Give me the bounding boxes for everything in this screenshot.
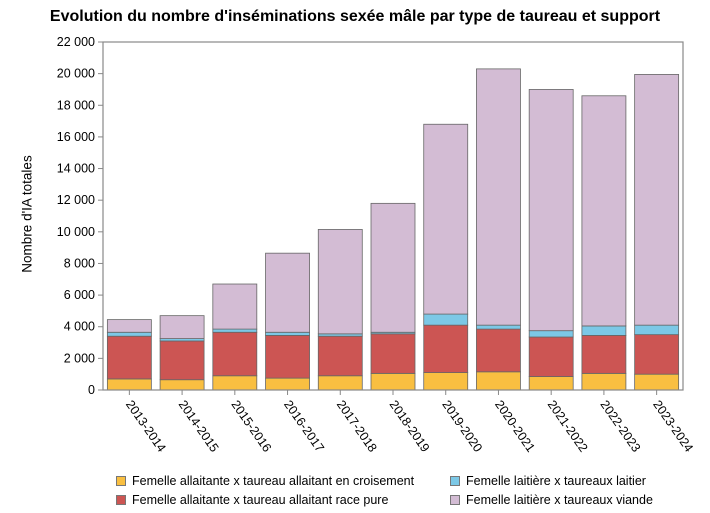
legend-label-viande: Femelle laitière x taureaux viande xyxy=(466,493,653,507)
bar-segment-0 xyxy=(581,372,627,391)
legend-swatch-laitier xyxy=(450,476,460,486)
x-tick-label: 2021-2022 xyxy=(545,398,591,455)
bar-segment-2 xyxy=(634,324,680,336)
bars-layer xyxy=(106,68,680,391)
bar-segment-3 xyxy=(581,95,627,327)
bar-segment-2 xyxy=(476,324,521,330)
bar-segment-1 xyxy=(265,335,310,379)
bar-segment-1 xyxy=(212,331,258,377)
bar-segment-2 xyxy=(528,330,574,338)
y-tick-label: 14 000 xyxy=(57,162,95,176)
x-tick-label: 2016-2017 xyxy=(281,398,327,455)
bar-segment-0 xyxy=(370,372,416,391)
y-tick-label: 22 000 xyxy=(57,35,95,49)
bar-segment-0 xyxy=(265,377,310,391)
bar-segment-3 xyxy=(476,68,521,326)
y-tick-label: 8 000 xyxy=(64,256,95,270)
bar-segment-1 xyxy=(159,340,205,381)
bar-segment-3 xyxy=(528,89,574,332)
bar-segment-0 xyxy=(106,378,152,391)
y-tick-label: 20 000 xyxy=(57,67,95,81)
legend-item-viande: Femelle laitière x taureaux viande xyxy=(450,493,653,507)
bar-segment-1 xyxy=(581,335,627,374)
bar-segment-2 xyxy=(581,325,627,336)
bar-segment-3 xyxy=(212,283,258,330)
bar-segment-0 xyxy=(212,375,258,391)
y-tick-label: 16 000 xyxy=(57,130,95,144)
bar-segment-1 xyxy=(317,335,363,377)
bar-segment-3 xyxy=(370,202,416,333)
bar-segment-3 xyxy=(423,123,469,315)
bar-segment-0 xyxy=(317,375,363,391)
legend-swatch-race-pure xyxy=(116,495,126,505)
bar-segment-1 xyxy=(370,333,416,374)
x-tick-label: 2018-2019 xyxy=(387,398,433,455)
x-tick-label: 2020-2021 xyxy=(492,398,538,455)
x-tick-label: 2019-2020 xyxy=(439,398,485,455)
y-tick-label: 4 000 xyxy=(64,320,95,334)
bar-segment-2 xyxy=(423,313,469,326)
bar-segment-0 xyxy=(528,376,574,391)
bar-segment-2 xyxy=(212,328,258,333)
bar-segment-0 xyxy=(423,372,469,391)
y-tick-label: 0 xyxy=(88,383,95,397)
legend-label-race-pure: Femelle allaitante x taureau allaitant r… xyxy=(132,493,389,507)
x-tick-label: 2023-2024 xyxy=(650,398,696,455)
bar-segment-2 xyxy=(265,331,310,336)
y-tick-label: 2 000 xyxy=(64,351,95,365)
legend-item-race-pure: Femelle allaitante x taureau allaitant r… xyxy=(116,493,388,507)
legend-label-laitier: Femelle laitière x taureaux laitier xyxy=(466,474,646,488)
bar-segment-0 xyxy=(159,379,205,391)
bar-segment-0 xyxy=(476,371,521,391)
legend-label-croisement: Femelle allaitante x taureau allaitant e… xyxy=(132,474,415,488)
x-tick-label: 2014-2015 xyxy=(176,398,222,455)
bar-segment-3 xyxy=(265,252,310,333)
x-tick-label: 2013-2014 xyxy=(123,398,169,455)
y-tick-label: 10 000 xyxy=(57,225,95,239)
legend-item-croisement: Femelle allaitante x taureau allaitant e… xyxy=(116,474,414,488)
bar-segment-3 xyxy=(159,315,205,339)
bar-segment-1 xyxy=(528,336,574,377)
legend-item-laitier: Femelle laitière x taureaux laitier xyxy=(450,474,646,488)
bar-segment-3 xyxy=(317,229,363,335)
bar-segment-1 xyxy=(423,324,469,373)
bar-segment-1 xyxy=(634,334,680,375)
bar-segment-0 xyxy=(634,373,680,391)
legend-swatch-croisement xyxy=(116,476,126,486)
bar-segment-3 xyxy=(634,74,680,326)
x-tick-label: 2022-2023 xyxy=(597,398,643,455)
legend-swatch-viande xyxy=(450,495,460,505)
y-tick-label: 6 000 xyxy=(64,288,95,302)
bar-segment-1 xyxy=(476,328,521,373)
x-tick-label: 2017-2018 xyxy=(334,398,380,455)
x-tick-label: 2015-2016 xyxy=(228,398,274,455)
bar-segment-3 xyxy=(106,319,152,333)
bar-segment-1 xyxy=(106,335,152,380)
y-tick-label: 12 000 xyxy=(57,193,95,207)
chart-title: Evolution du nombre d'inséminations sexé… xyxy=(49,8,661,25)
y-tick-label: 18 000 xyxy=(57,98,95,112)
bar-segment-2 xyxy=(106,331,152,337)
